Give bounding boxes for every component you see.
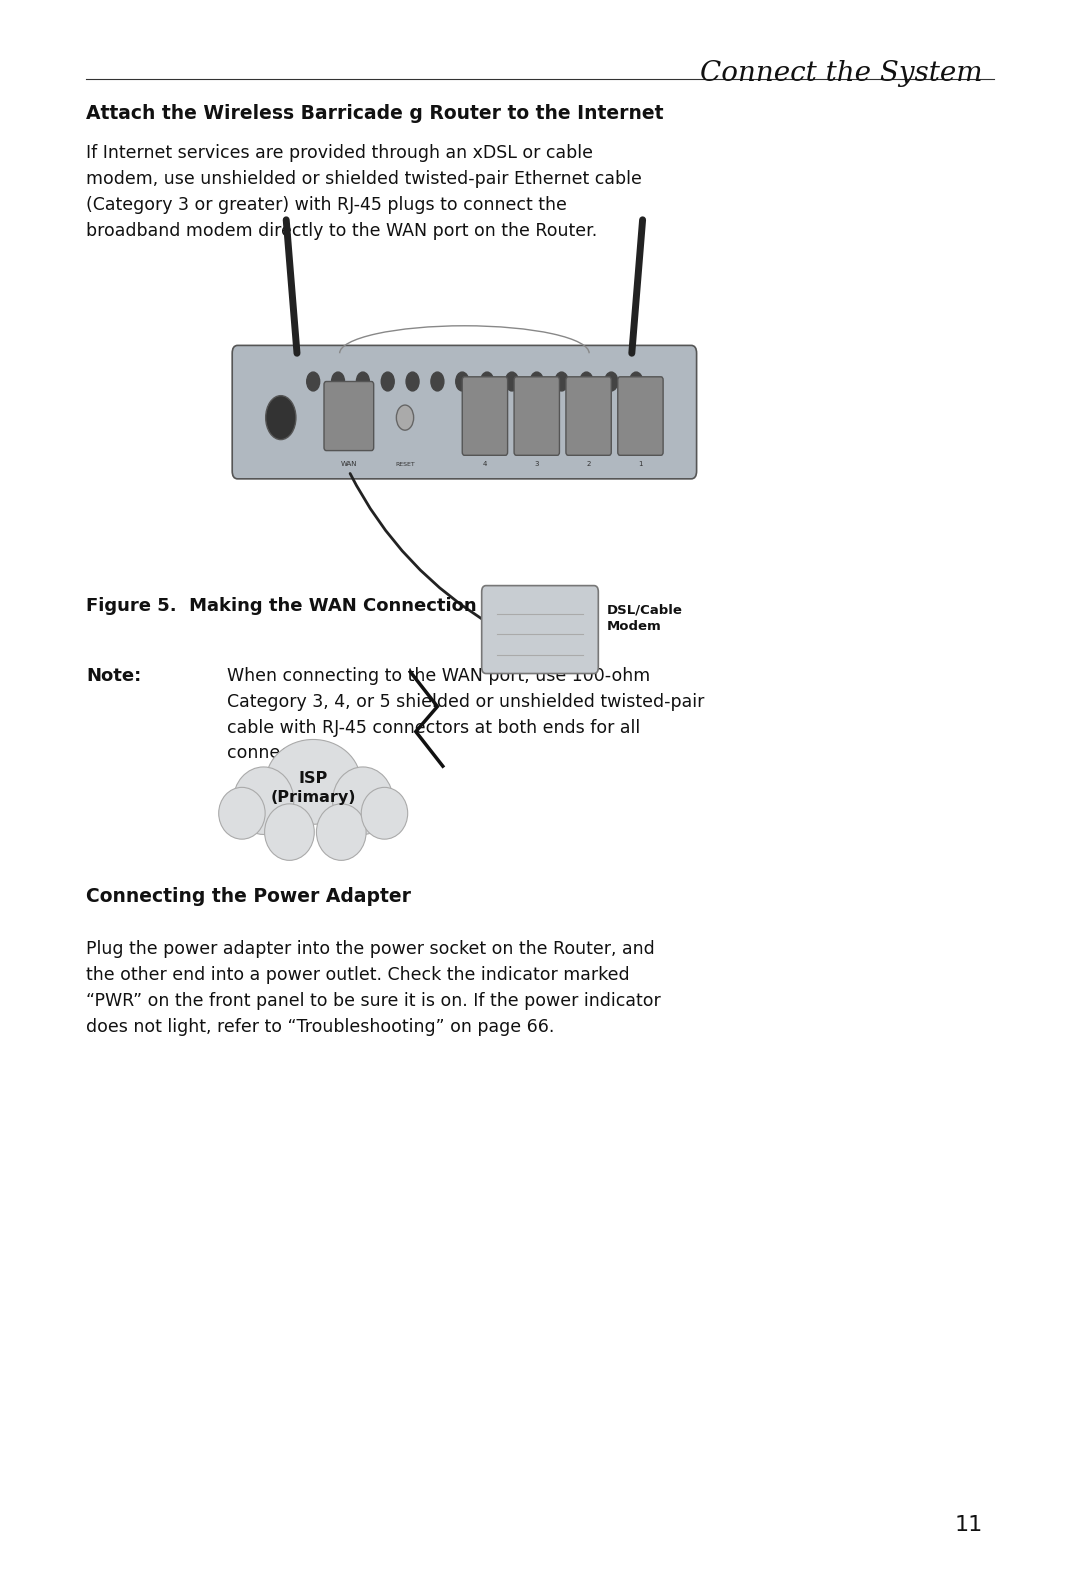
Circle shape [456,372,469,391]
Circle shape [431,372,444,391]
Circle shape [481,372,494,391]
FancyBboxPatch shape [618,377,663,455]
FancyBboxPatch shape [324,382,374,451]
Circle shape [505,372,518,391]
Text: When connecting to the WAN port, use 100-ohm
Category 3, 4, or 5 shielded or uns: When connecting to the WAN port, use 100… [227,667,704,763]
Circle shape [406,372,419,391]
Text: Attach the Wireless Barricade g Router to the Internet: Attach the Wireless Barricade g Router t… [86,104,664,122]
Text: WAN: WAN [340,462,357,468]
Ellipse shape [218,788,266,838]
Circle shape [580,372,593,391]
Ellipse shape [233,768,294,835]
Circle shape [381,372,394,391]
Circle shape [396,405,414,430]
Circle shape [530,372,543,391]
Circle shape [307,372,320,391]
FancyBboxPatch shape [482,586,598,674]
Circle shape [605,372,618,391]
FancyBboxPatch shape [232,345,697,479]
Circle shape [555,372,568,391]
Text: ISP
(Primary): ISP (Primary) [270,771,356,805]
Text: Note:: Note: [86,667,141,685]
Circle shape [630,372,643,391]
Text: 2: 2 [586,462,591,468]
Text: Figure 5.  Making the WAN Connection: Figure 5. Making the WAN Connection [86,597,477,614]
Ellipse shape [361,788,407,838]
FancyBboxPatch shape [514,377,559,455]
Circle shape [266,396,296,440]
Text: Connect the System: Connect the System [700,60,983,86]
Text: 3: 3 [535,462,539,468]
Circle shape [332,372,345,391]
FancyBboxPatch shape [462,377,508,455]
FancyBboxPatch shape [566,377,611,455]
Text: If Internet services are provided through an xDSL or cable
modem, use unshielded: If Internet services are provided throug… [86,144,643,240]
Text: Plug the power adapter into the power socket on the Router, and
the other end in: Plug the power adapter into the power so… [86,940,661,1036]
Text: 1: 1 [638,462,643,468]
Ellipse shape [265,804,314,860]
Circle shape [356,372,369,391]
Text: 4: 4 [483,462,487,468]
Text: RESET: RESET [395,462,415,468]
Ellipse shape [316,804,366,860]
Text: 11: 11 [955,1515,983,1535]
Ellipse shape [266,739,361,824]
Text: Connecting the Power Adapter: Connecting the Power Adapter [86,887,411,906]
Text: DSL/Cable
Modem: DSL/Cable Modem [607,604,683,633]
Ellipse shape [333,768,393,835]
